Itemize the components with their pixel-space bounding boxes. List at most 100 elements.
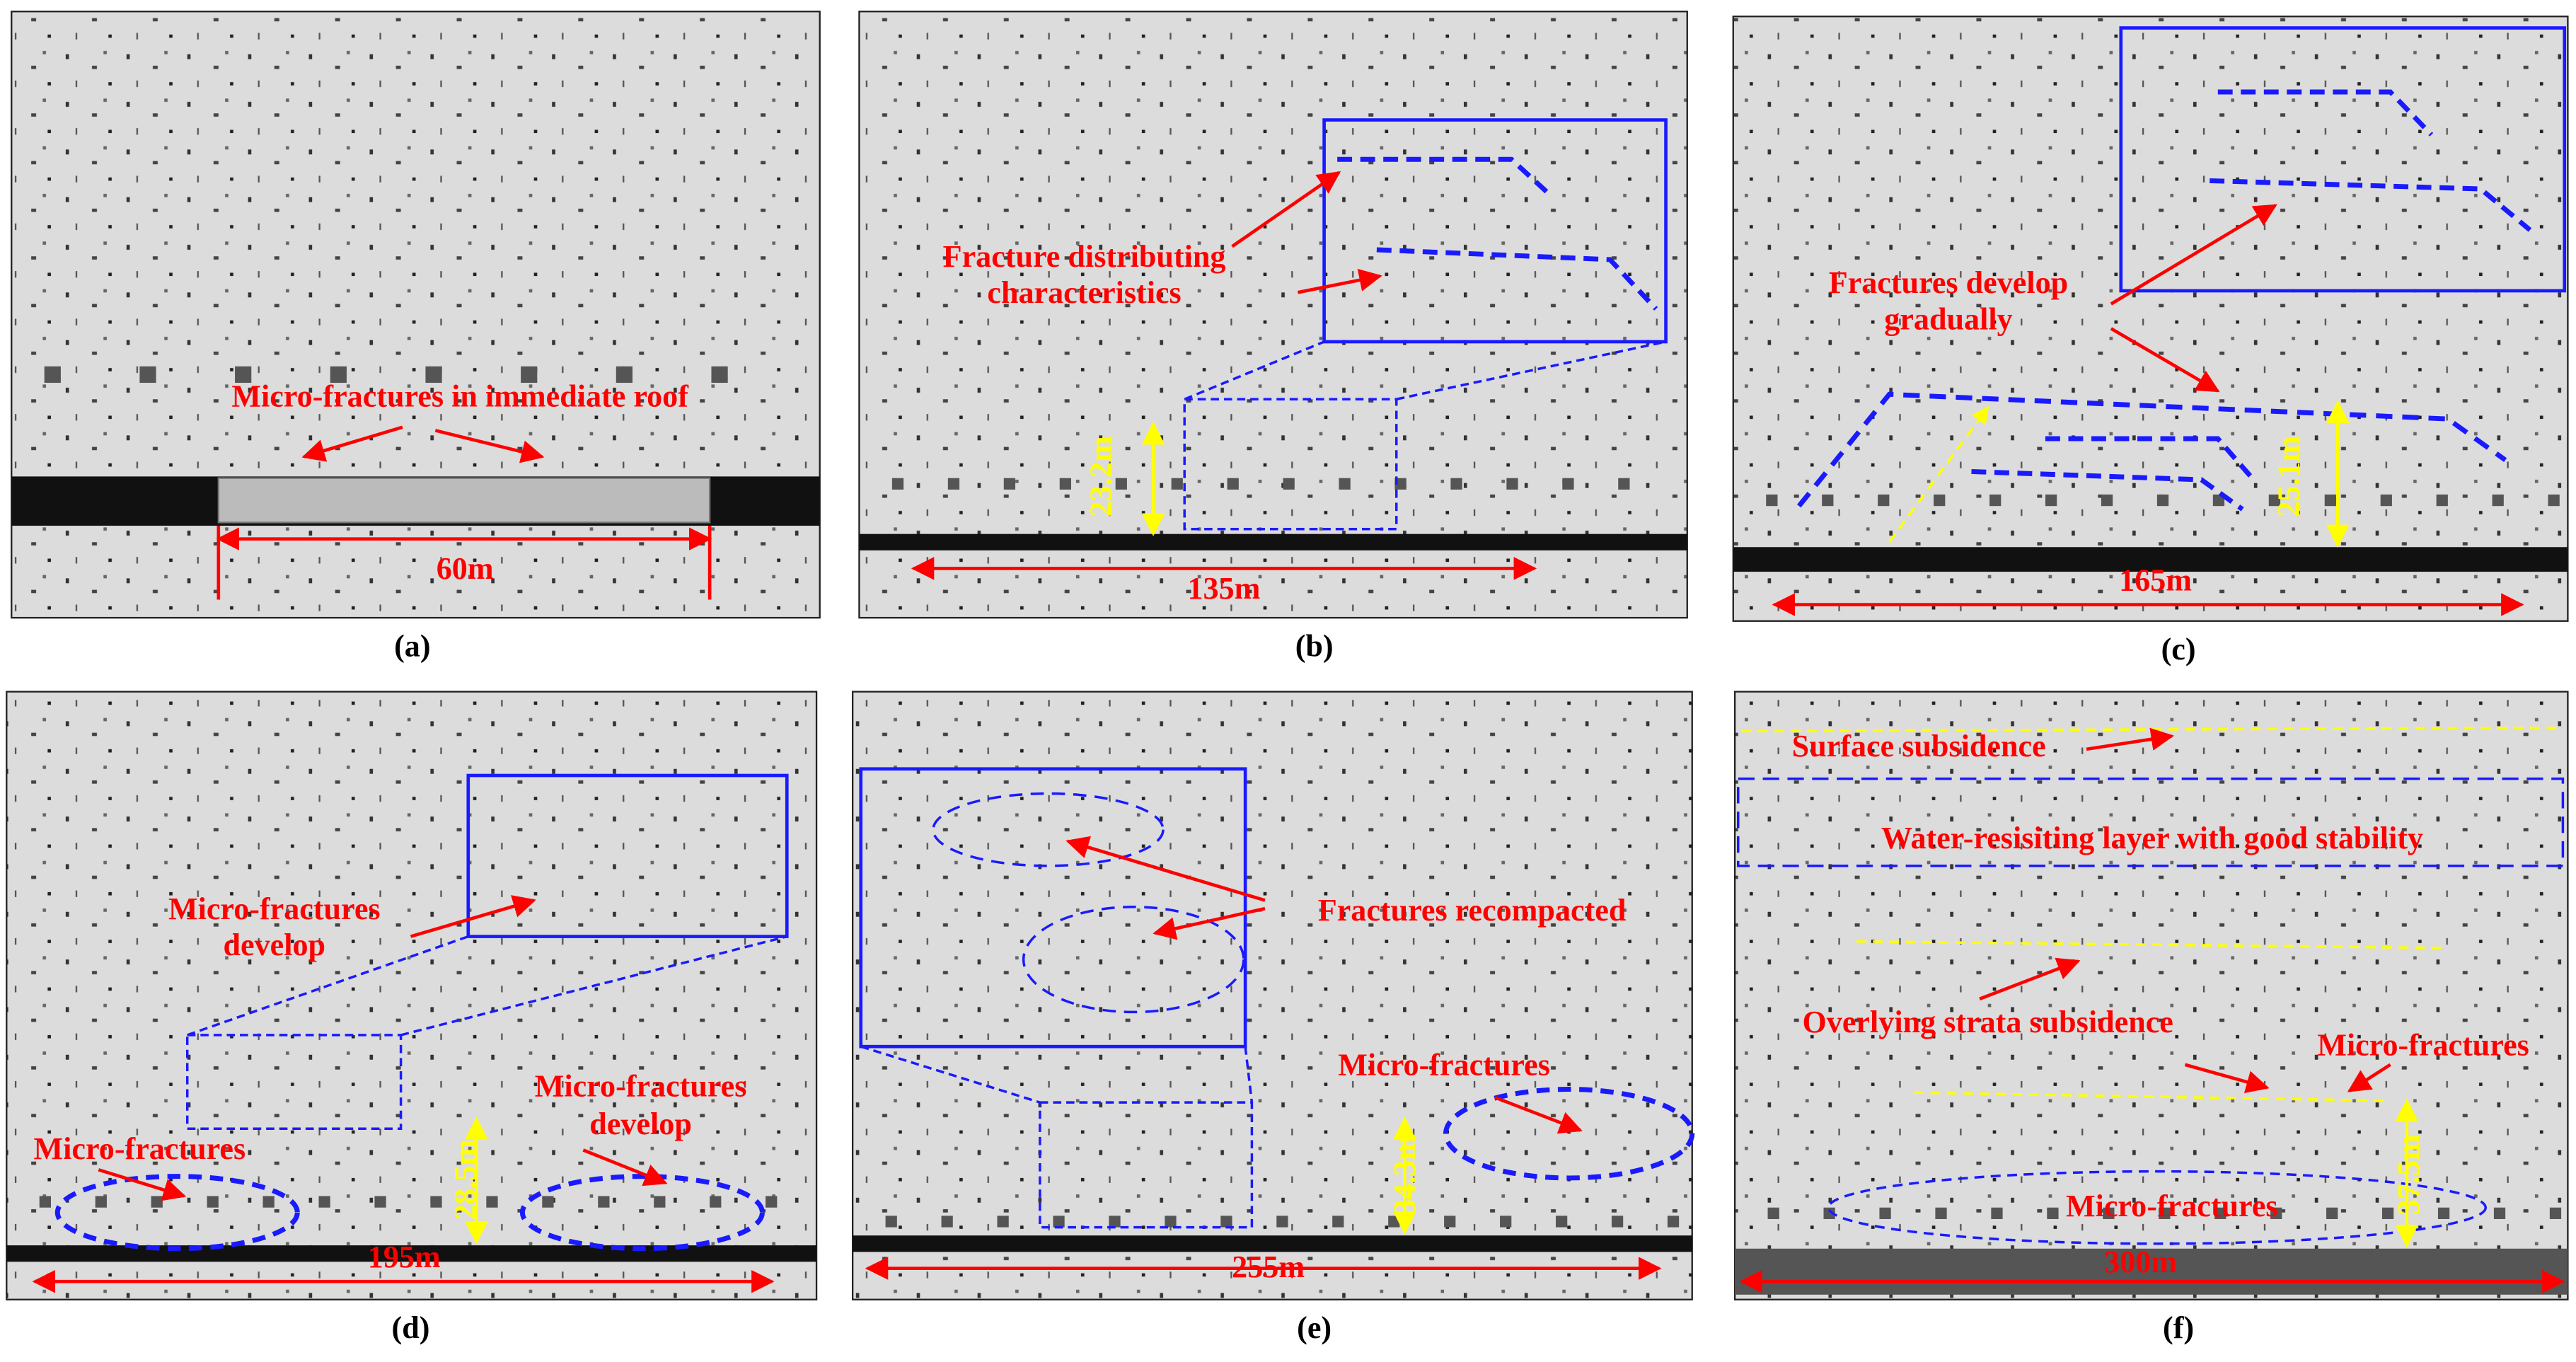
annotation: 165m: [2119, 562, 2192, 597]
fracture-trace: [2217, 89, 2434, 137]
coal-seam: [1733, 547, 2568, 572]
fracture-zone: [932, 792, 1165, 867]
marker: [2381, 1207, 2394, 1219]
fracture-zone: [1022, 906, 1245, 1014]
marker: [1878, 494, 1890, 507]
pointer: [2347, 1063, 2391, 1092]
marker: [374, 1196, 386, 1208]
fracture-zone: [1827, 1170, 2488, 1245]
pointer: [434, 429, 545, 463]
marker: [1822, 494, 1834, 507]
annotation: characteristics: [987, 275, 1181, 310]
pointer: [2086, 727, 2174, 751]
marker: [1667, 1216, 1680, 1228]
photo: [858, 11, 1688, 619]
marker: [997, 1216, 1009, 1228]
marker: [2380, 494, 2392, 507]
marker: [1276, 1216, 1288, 1228]
marker: [1879, 1207, 1891, 1219]
marker: [330, 366, 347, 383]
panel-label: (f): [2163, 1310, 2194, 1345]
marker: [1339, 478, 1351, 490]
annotation: 195m: [368, 1240, 441, 1274]
marker: [425, 366, 442, 383]
marker: [598, 1196, 610, 1208]
zoom-area: [185, 1034, 403, 1131]
inset: [1322, 118, 1668, 344]
fracture-trace: [1376, 247, 1658, 311]
marker: [2212, 494, 2225, 507]
fracture-trace: [1971, 468, 2244, 512]
zoom-line: [860, 1045, 1041, 1104]
fracture-trace: [1337, 156, 1554, 200]
marker: [2156, 494, 2169, 507]
marker: [2103, 1207, 2115, 1219]
height-label: 25.1m: [2271, 436, 2306, 516]
marker: [1991, 1207, 2003, 1219]
marker: [1283, 478, 1295, 490]
marker: [2493, 1207, 2506, 1219]
marker: [2101, 494, 2113, 507]
annotation: 60m: [437, 551, 494, 586]
marker: [2045, 494, 2057, 507]
marker: [430, 1196, 442, 1208]
marker: [1003, 478, 1016, 490]
marker: [1171, 478, 1183, 490]
zoom-area: [1183, 398, 1398, 531]
annotation: Water-resisiting layer with good stabili…: [1881, 821, 2423, 855]
marker: [1165, 1216, 1177, 1228]
annotation: Micro-fractures in immediate roof: [231, 379, 689, 413]
pointer: [1297, 268, 1382, 294]
marker: [2436, 494, 2448, 507]
marker: [2214, 1207, 2226, 1219]
marker: [2324, 494, 2336, 507]
marker: [1220, 1216, 1232, 1228]
annotation: 300m: [2104, 1245, 2177, 1279]
pointer: [2184, 1063, 2270, 1093]
marker: [941, 1216, 953, 1228]
pointer: [301, 425, 403, 462]
marker: [1332, 1216, 1344, 1228]
inset: [2119, 26, 2567, 293]
photo: [11, 11, 821, 619]
pointer: [582, 1148, 668, 1187]
subsidence-line: [1914, 1091, 2391, 1102]
marker: [262, 1196, 275, 1208]
marker: [1935, 1207, 1947, 1219]
marker: [1227, 478, 1239, 490]
marker: [1562, 478, 1574, 490]
marker: [947, 478, 960, 490]
marker: [44, 366, 61, 383]
marker: [654, 1196, 666, 1208]
inset: [859, 767, 1247, 1049]
photo: [1733, 691, 2569, 1300]
pointer: [2110, 204, 2277, 306]
inset: [466, 773, 789, 938]
marker: [2548, 494, 2560, 507]
height-label: 23.2m: [1084, 436, 1119, 516]
marker: [1500, 1216, 1512, 1228]
annotation: Micro-fractures: [34, 1131, 246, 1166]
marker: [2159, 1207, 2171, 1219]
stable-layer: [1737, 777, 2565, 867]
photo: [6, 691, 818, 1300]
marker: [95, 1196, 107, 1208]
marker: [542, 1196, 554, 1208]
marker: [235, 366, 252, 383]
zoom-line: [1396, 340, 1666, 400]
annotation: Surface subsidence: [1792, 729, 2046, 763]
marker: [885, 1216, 897, 1228]
zoom-line: [400, 935, 787, 1037]
marker: [1506, 478, 1518, 490]
marker: [318, 1196, 330, 1208]
marker: [2437, 1207, 2450, 1219]
annotation: Micro-fractures: [535, 1069, 747, 1104]
coal-seam: [853, 1235, 1692, 1252]
marker: [766, 1196, 778, 1208]
pointer: [98, 1168, 187, 1201]
annotation: Micro-fractures: [2066, 1189, 2278, 1223]
marker: [891, 478, 904, 490]
marker: [711, 366, 728, 383]
panel-label: (a): [394, 628, 430, 663]
